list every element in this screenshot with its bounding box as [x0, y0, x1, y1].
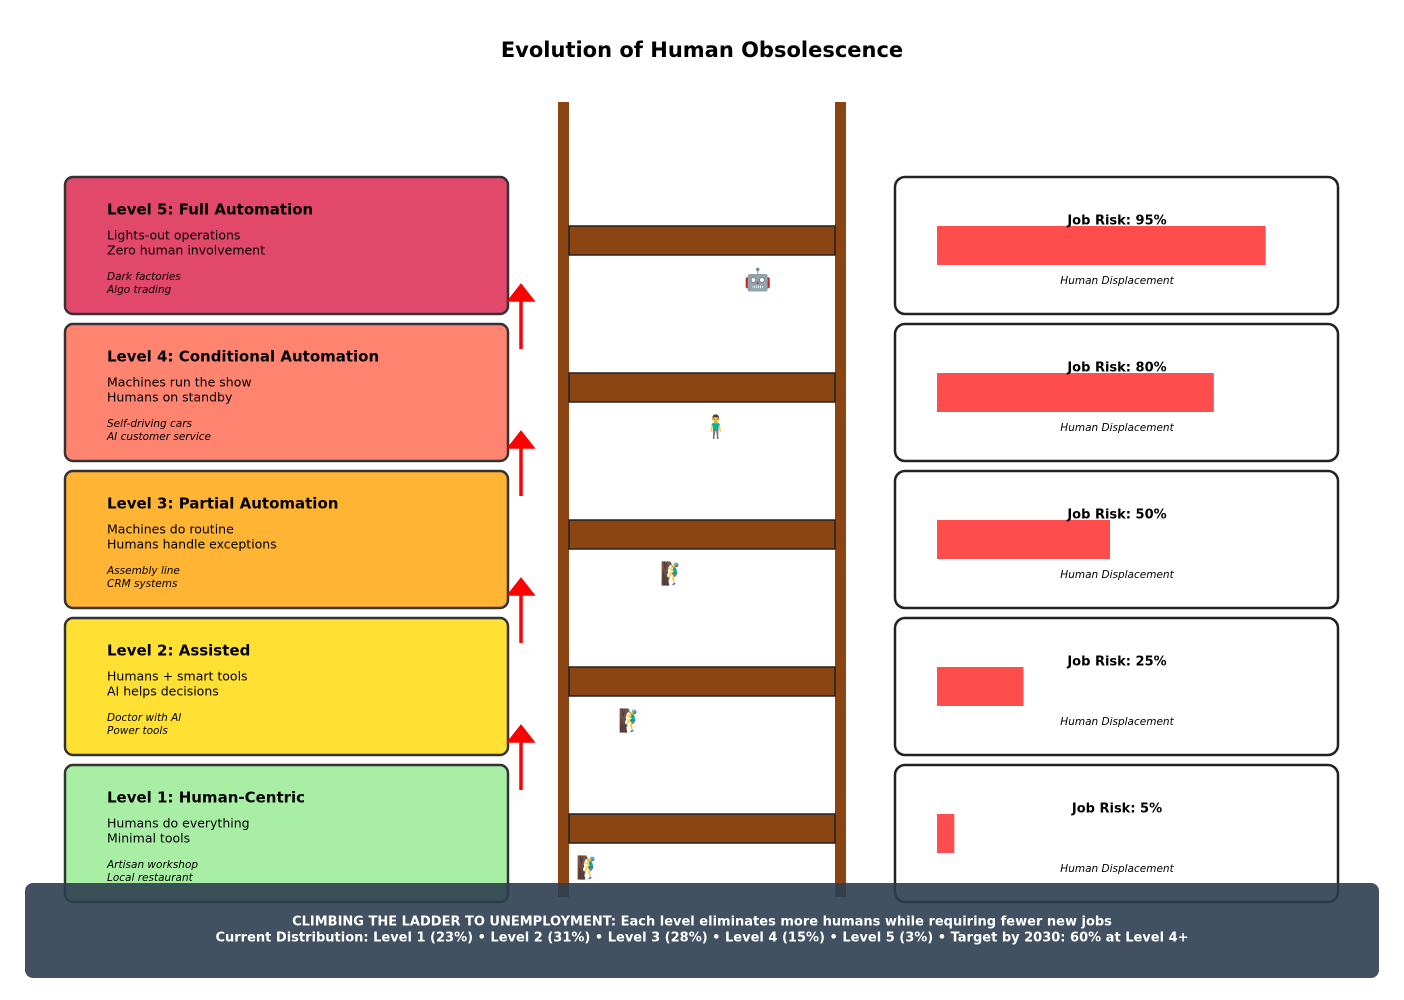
level-example: Power tools: [107, 725, 168, 737]
level-desc: Machines run the show: [107, 375, 252, 390]
level-name: Level 5: Full Automation: [107, 201, 313, 219]
level-name: Level 4: Conditional Automation: [107, 348, 379, 366]
level-desc: Minimal tools: [107, 831, 190, 846]
risk-bar: [937, 667, 1024, 706]
level-desc: Lights-out operations: [107, 228, 240, 243]
up-arrow: [506, 430, 536, 496]
risk-bar: [937, 226, 1266, 265]
level-example: Assembly line: [106, 565, 180, 577]
level-desc: Humans on standby: [107, 390, 233, 405]
level-box: [63, 322, 510, 463]
ladder-rung: [568, 225, 836, 256]
up-arrow: [506, 724, 536, 790]
title: Evolution of Human Obsolescence: [501, 38, 903, 62]
risk-caption: Human Displacement: [1060, 716, 1174, 728]
level-box: [63, 616, 510, 757]
risk-bar: [937, 814, 955, 853]
risk-box: [893, 469, 1340, 610]
level-desc: Zero human involvement: [107, 243, 265, 258]
risk-bar: [937, 373, 1214, 412]
level-example: Self-driving cars: [107, 418, 193, 430]
risk-caption: Human Displacement: [1060, 569, 1174, 581]
ladder-rung: [568, 372, 836, 403]
level-name: Level 1: Human-Centric: [107, 789, 305, 807]
risk-box: [893, 616, 1340, 757]
level-desc: Humans do everything: [107, 816, 250, 831]
level-example: AI customer service: [106, 431, 211, 443]
level-desc: Machines do routine: [107, 522, 234, 537]
climber-icon: 🧗‍♂: [618, 708, 645, 734]
ladder: [558, 102, 846, 897]
ladder-rail: [558, 102, 569, 897]
risk-label: Job Risk: 5%: [1071, 802, 1162, 817]
level-desc: Humans + smart tools: [107, 669, 248, 684]
risk-label: Job Risk: 80%: [1066, 361, 1166, 376]
climber-icon: 🧗‍♂: [576, 855, 603, 881]
level-box: [63, 175, 510, 316]
risk-label: Job Risk: 50%: [1066, 508, 1166, 523]
risk-box: [893, 763, 1340, 904]
climber-icon: 🤖: [744, 267, 771, 293]
level-example: Local restaurant: [107, 872, 194, 884]
risk-label: Job Risk: 25%: [1066, 655, 1166, 670]
level-example: Doctor with AI: [107, 712, 181, 724]
level-example: Artisan workshop: [106, 859, 198, 871]
level-name: Level 2: Assisted: [107, 642, 250, 660]
footer-line: CLIMBING THE LADDER TO UNEMPLOYMENT: Eac…: [292, 915, 1112, 930]
level-example: Dark factories: [107, 271, 181, 283]
level-desc: Humans handle exceptions: [107, 537, 277, 552]
level-example: CRM systems: [107, 578, 178, 590]
risk-caption: Human Displacement: [1060, 275, 1174, 287]
level-desc: AI helps decisions: [107, 684, 219, 699]
climber-icon: 🧗‍♂: [660, 561, 687, 587]
climber-icon: 🧍‍♂: [702, 414, 729, 440]
up-arrow: [506, 577, 536, 643]
footer-panel: [25, 883, 1379, 978]
ladder-rung: [568, 666, 836, 697]
level-box: [63, 469, 510, 610]
ladder-rung: [568, 519, 836, 550]
risk-caption: Human Displacement: [1060, 863, 1174, 875]
ladder-rung: [568, 813, 836, 844]
level-name: Level 3: Partial Automation: [107, 495, 338, 513]
risk-caption: Human Displacement: [1060, 422, 1174, 434]
ladder-rail: [835, 102, 846, 897]
footer-line: Current Distribution: Level 1 (23%) • Le…: [215, 931, 1188, 946]
up-arrow: [506, 283, 536, 349]
level-example: Algo trading: [106, 284, 172, 296]
risk-bar: [937, 520, 1110, 559]
risk-label: Job Risk: 95%: [1066, 214, 1166, 229]
